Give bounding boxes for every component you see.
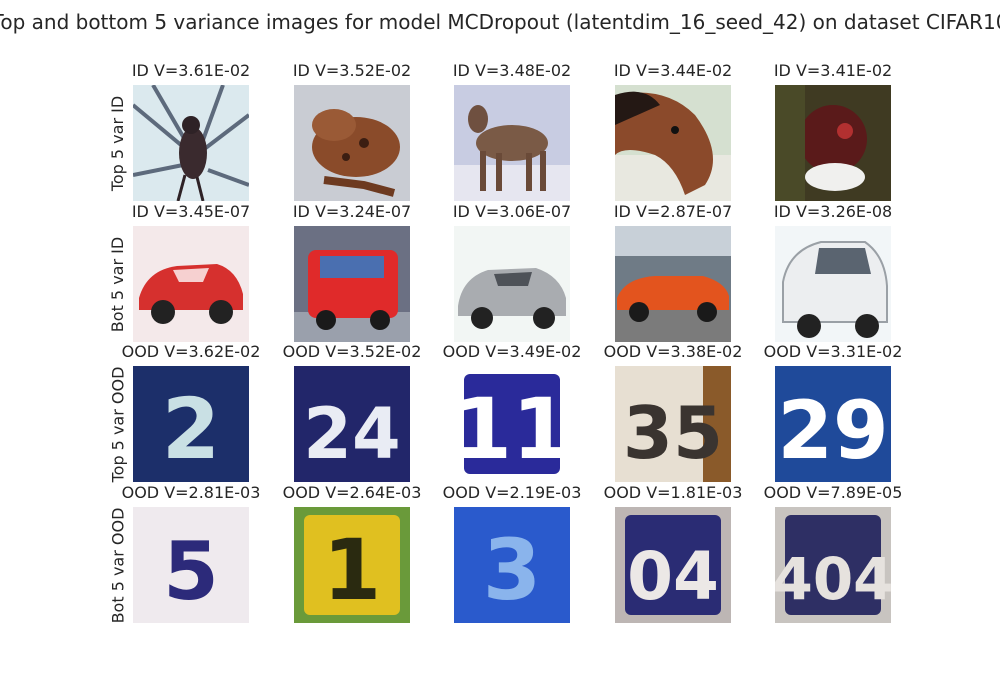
svg-text:11: 11 — [454, 380, 570, 478]
sample-image-art: 5 — [133, 507, 249, 623]
sample-image — [454, 85, 570, 201]
sample-image — [775, 85, 891, 201]
sample-image: 1 — [294, 507, 410, 623]
sample-image-art — [615, 226, 731, 342]
row-label: Top 5 var OOD — [103, 366, 133, 482]
sample-image: 3 — [454, 507, 570, 623]
cell-title: ID V=3.26E-08 — [773, 202, 893, 221]
sample-image: 04 — [615, 507, 731, 623]
cell-title: OOD V=2.19E-03 — [442, 483, 582, 502]
cell-title: ID V=3.45E-07 — [131, 202, 251, 221]
cell-title: OOD V=2.64E-03 — [282, 483, 422, 502]
sample-image-art — [294, 226, 410, 342]
cell-title: OOD V=2.81E-03 — [121, 483, 261, 502]
sample-image-art — [454, 226, 570, 342]
sample-image: 11 — [454, 366, 570, 482]
cell-title: OOD V=3.31E-02 — [763, 342, 903, 361]
sample-image: 5 — [133, 507, 249, 623]
cell-title: ID V=3.52E-02 — [292, 61, 412, 80]
svg-text:29: 29 — [777, 384, 888, 477]
cell-title: ID V=3.06E-07 — [452, 202, 572, 221]
sample-image: 2 — [133, 366, 249, 482]
sample-image — [454, 226, 570, 342]
cell-title: ID V=3.48E-02 — [452, 61, 572, 80]
sample-image: 404 — [775, 507, 891, 623]
svg-text:3: 3 — [483, 521, 541, 619]
svg-text:35: 35 — [623, 391, 723, 475]
svg-text:1: 1 — [323, 521, 381, 619]
sample-image-art: 11 — [454, 366, 570, 482]
cell-title: OOD V=7.89E-05 — [763, 483, 903, 502]
svg-text:24: 24 — [303, 393, 400, 475]
row-label-text: Bot 5 var OOD — [108, 507, 128, 623]
sample-image-art — [294, 85, 410, 201]
sample-image — [133, 85, 249, 201]
cell-title: OOD V=3.49E-02 — [442, 342, 582, 361]
sample-image-art: 35 — [615, 366, 731, 482]
sample-image-art: 04 — [615, 507, 731, 623]
sample-image — [294, 85, 410, 201]
sample-image-art: 24 — [294, 366, 410, 482]
figure-title: Top and bottom 5 variance images for mod… — [0, 10, 1000, 34]
sample-image — [294, 226, 410, 342]
cell-title: OOD V=1.81E-03 — [603, 483, 743, 502]
cell-title: OOD V=3.52E-02 — [282, 342, 422, 361]
sample-image-art — [133, 226, 249, 342]
cell-title: ID V=3.44E-02 — [613, 61, 733, 80]
sample-image-art: 1 — [294, 507, 410, 623]
row-label: Bot 5 var ID — [103, 226, 133, 342]
sample-image — [775, 226, 891, 342]
sample-image-art — [454, 85, 570, 201]
sample-image-art — [775, 85, 891, 201]
row-label-text: Top 5 var ID — [108, 95, 128, 191]
sample-image-art — [133, 85, 249, 201]
row-label: Bot 5 var OOD — [103, 507, 133, 623]
svg-text:04: 04 — [627, 538, 719, 615]
sample-image-art — [775, 226, 891, 342]
svg-text:2: 2 — [162, 380, 220, 478]
cell-title: OOD V=3.62E-02 — [121, 342, 261, 361]
svg-text:5: 5 — [163, 525, 219, 618]
cell-title: ID V=2.87E-07 — [613, 202, 733, 221]
svg-text:404: 404 — [775, 545, 891, 613]
sample-image: 35 — [615, 366, 731, 482]
sample-image-art: 404 — [775, 507, 891, 623]
sample-image: 24 — [294, 366, 410, 482]
cell-title: ID V=3.41E-02 — [773, 61, 893, 80]
row-label-text: Bot 5 var ID — [108, 236, 128, 332]
row-label-text: Top 5 var OOD — [108, 366, 128, 482]
sample-image-art: 2 — [133, 366, 249, 482]
sample-image-art: 3 — [454, 507, 570, 623]
row-label: Top 5 var ID — [103, 85, 133, 201]
sample-image-art — [615, 85, 731, 201]
cell-title: ID V=3.61E-02 — [131, 61, 251, 80]
sample-image — [615, 226, 731, 342]
sample-image-art: 29 — [775, 366, 891, 482]
sample-image: 29 — [775, 366, 891, 482]
sample-image — [615, 85, 731, 201]
cell-title: ID V=3.24E-07 — [292, 202, 412, 221]
cell-title: OOD V=3.38E-02 — [603, 342, 743, 361]
sample-image — [133, 226, 249, 342]
